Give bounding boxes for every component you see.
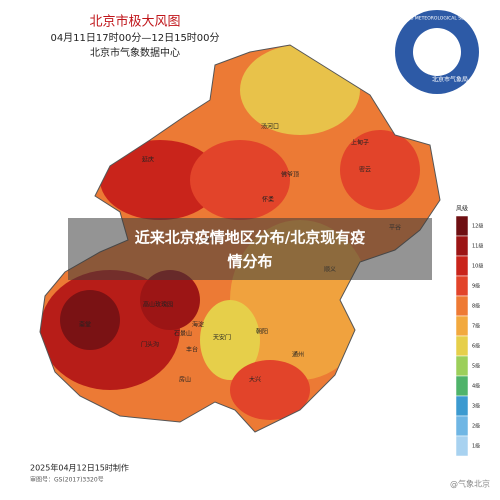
legend-swatch	[455, 315, 469, 337]
legend-swatch	[455, 215, 469, 237]
legend-swatch	[455, 355, 469, 377]
place-label: 上甸子	[351, 139, 369, 147]
legend-label: 6级	[472, 343, 480, 350]
legend-label: 12级	[472, 223, 483, 230]
place-label: 丰台	[186, 346, 198, 354]
place-label: 房山	[179, 376, 191, 384]
legend-label: 10级	[472, 263, 483, 270]
legend-swatch	[455, 395, 469, 417]
legend-label: 9级	[472, 283, 480, 290]
overlay-band	[68, 218, 432, 280]
place-label: 门头沟	[141, 341, 159, 349]
place-label: 怀柔	[262, 196, 274, 204]
legend-label: 5级	[472, 363, 480, 370]
place-label: 佛爷顶	[281, 171, 299, 179]
place-label: 大兴	[249, 376, 261, 384]
legend-swatch	[455, 275, 469, 297]
place-label: 斋堂	[79, 321, 91, 329]
place-label: 密云	[359, 166, 371, 174]
legend-label: 7级	[472, 323, 480, 330]
logo-text-en: BEIJING METEOROLOGICAL SERVICE	[397, 16, 478, 22]
place-label: 海淀	[192, 321, 204, 329]
legend-label: 1级	[472, 443, 480, 450]
legend-swatch	[455, 255, 469, 277]
place-label: 通州	[292, 351, 304, 359]
overlay-caption-1: 近来北京疫情地区分布/北京现有疫	[135, 229, 365, 247]
map-period: 04月11日17时00分—12日15时00分	[50, 32, 219, 44]
place-label: 汤河口	[261, 123, 279, 131]
legend-label: 11级	[472, 243, 483, 250]
legend-label: 4级	[472, 383, 480, 390]
legend-label: 8级	[472, 303, 480, 310]
legend-title: 风级	[456, 205, 468, 213]
legend-swatch	[455, 435, 469, 457]
map-source: 北京市气象数据中心	[90, 46, 180, 59]
logo-text-cn: 北京市气象局	[432, 76, 468, 84]
place-label: 高山玫瑰园	[143, 301, 173, 309]
place-label: 天安门	[213, 334, 231, 342]
legend: 12级 11级 10级 9级 8级 7级 6级 5级 4级 3级 2级 1级	[455, 215, 483, 457]
footer-approval: 审图号：GS(2017)3320号	[30, 476, 104, 484]
map-title: 北京市极大风图	[89, 14, 180, 30]
footer-made: 2025年04月12日15时制作	[30, 463, 129, 473]
overlay-caption-2: 情分布	[227, 253, 272, 271]
place-label: 延庆	[142, 156, 154, 164]
legend-swatch	[455, 335, 469, 357]
legend-swatch	[455, 295, 469, 317]
legend-label: 2级	[472, 423, 480, 430]
place-label: 朝阳	[256, 328, 268, 336]
legend-label: 3级	[472, 403, 480, 410]
legend-swatch	[455, 375, 469, 397]
legend-swatch	[455, 235, 469, 257]
place-label: 石景山	[174, 330, 192, 338]
watermark: @气象北京	[450, 479, 490, 489]
logo-inner	[413, 28, 461, 76]
legend-swatch	[455, 415, 469, 437]
